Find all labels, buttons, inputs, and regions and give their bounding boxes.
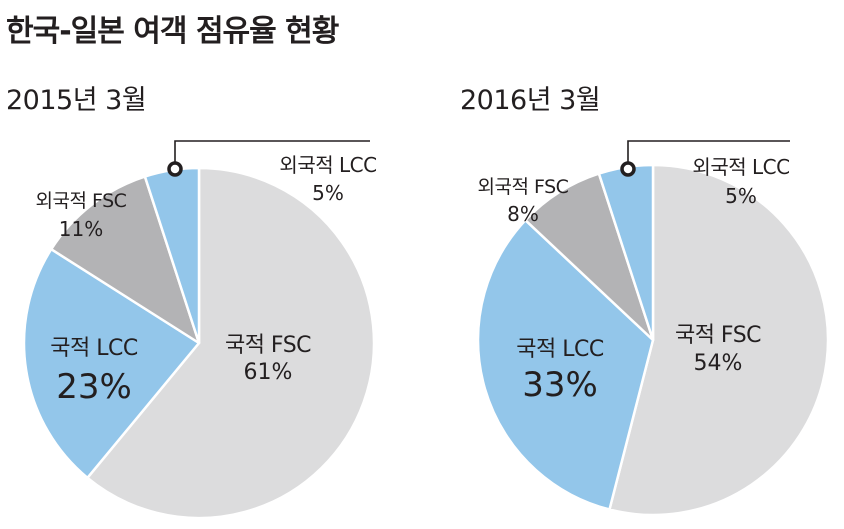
slice-label-foreign-lcc-2015: 외국적 LCC xyxy=(279,153,376,177)
slice-value-domestic-lcc-2016: 33% xyxy=(522,365,598,405)
chart-title-2015: 2015년 3월 xyxy=(6,85,147,116)
slice-label-domestic-fsc-2016: 국적 FSC xyxy=(675,323,761,348)
slice-value-foreign-fsc-2016: 8% xyxy=(507,202,539,226)
slice-value-foreign-fsc-2015: 11% xyxy=(59,217,103,241)
slice-label-foreign-fsc-2016: 외국적 FSC xyxy=(478,176,569,198)
pie-slice-foreign-fsc-2015 xyxy=(49,175,201,345)
slice-value-domestic-fsc-2016: 54% xyxy=(694,351,743,376)
callout-marker-2016 xyxy=(620,161,636,177)
pie-slice-domestic-fsc-2015 xyxy=(86,166,376,520)
pie-slice-domestic-fsc-2016 xyxy=(608,163,830,517)
figure-title: 한국-일본 여객 점유율 현황 xyxy=(6,14,339,49)
chart-title-2016: 2016년 3월 xyxy=(460,85,601,116)
slice-label-domestic-lcc-2016: 국적 LCC xyxy=(516,337,604,362)
slice-value-domestic-fsc-2015: 61% xyxy=(244,360,293,385)
pie-slice-domestic-lcc-2016 xyxy=(476,218,655,511)
callout-line-2015 xyxy=(174,140,370,169)
slice-value-foreign-lcc-2016: 5% xyxy=(725,184,757,208)
slice-label-foreign-fsc-2015: 외국적 FSC xyxy=(36,190,127,212)
pie-slice-domestic-lcc-2015 xyxy=(22,247,201,480)
slice-value-domestic-lcc-2015: 23% xyxy=(56,367,132,407)
slice-label-foreign-lcc-2016: 외국적 LCC xyxy=(692,155,789,179)
slice-value-foreign-lcc-2015: 5% xyxy=(312,181,344,205)
callout-line-2016 xyxy=(627,140,790,169)
slice-label-domestic-lcc-2015: 국적 LCC xyxy=(50,336,138,361)
callout-marker-2015 xyxy=(167,161,183,177)
slice-label-domestic-fsc-2015: 국적 FSC xyxy=(225,333,311,358)
